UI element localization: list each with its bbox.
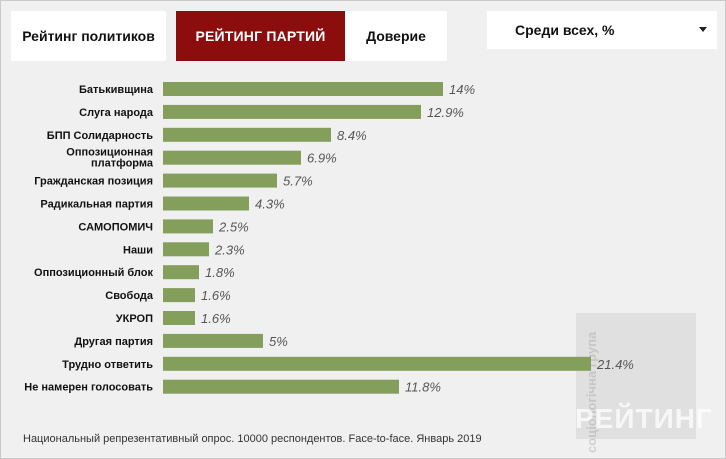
bar (163, 242, 209, 257)
watermark-box (576, 313, 696, 439)
category-label: Гражданская позиция (34, 176, 153, 188)
category-label: БПП Солидарность (47, 130, 153, 142)
value-label: 8.4% (337, 128, 367, 143)
value-label: 1.6% (201, 288, 231, 303)
value-label: 1.6% (201, 311, 231, 326)
bar (163, 82, 443, 96)
value-label: 2.3% (214, 242, 245, 257)
audience-select[interactable]: Среди всех, % (487, 11, 717, 49)
watermark-brand: РЕЙТИНГ (575, 403, 713, 434)
tab-politicians-rating[interactable]: Рейтинг политиков (11, 11, 166, 61)
value-label: 6.9% (307, 151, 337, 166)
category-label: Свобода (105, 290, 154, 302)
bar (163, 379, 399, 394)
bar (163, 104, 421, 119)
survey-footnote: Национальный репрезентативный опрос. 100… (23, 433, 482, 445)
category-label: Батькивщина (79, 84, 154, 96)
bar (163, 219, 213, 234)
party-rating-chart: Батькивщина 14% Слуга народа 12.9% БПП Солид… (24, 82, 634, 395)
category-label: Оппозиционный блок (34, 267, 153, 279)
bar (163, 196, 249, 211)
bar (163, 265, 199, 280)
value-label: 21.4% (596, 357, 634, 372)
tab-parties-rating[interactable]: РЕЙТИНГ ПАРТИЙ (176, 11, 345, 61)
category-label: Слуга народа (79, 107, 154, 119)
value-label: 5% (269, 334, 288, 349)
category-label: Не намерен голосовать (24, 382, 153, 394)
tab-trust[interactable]: Доверие (345, 11, 447, 61)
bar (163, 150, 301, 165)
value-label: 11.8% (405, 380, 441, 395)
bar (163, 311, 195, 325)
chevron-down-icon (699, 27, 707, 32)
bar (163, 127, 331, 142)
bar (163, 356, 591, 371)
value-label: 1.8% (205, 265, 235, 280)
category-label: Радикальная партия (40, 199, 153, 211)
category-label: САМОПОМИЧ (78, 221, 153, 233)
bar (163, 288, 195, 303)
value-label: 12.9% (427, 105, 464, 120)
category-label: Наши (123, 244, 153, 256)
bar (163, 333, 263, 348)
category-label: Другая партия (74, 336, 153, 348)
category-label: УКРОП (116, 313, 153, 325)
category-label: Оппозиционная платформа (66, 147, 154, 170)
audience-select-value: Среди всех, % (515, 22, 615, 38)
value-label: 5.7% (283, 174, 313, 189)
bar (163, 173, 277, 188)
category-label: Трудно ответить (62, 359, 153, 371)
value-label: 2.5% (218, 219, 249, 234)
value-label: 14% (449, 82, 475, 97)
value-label: 4.3% (255, 197, 285, 212)
